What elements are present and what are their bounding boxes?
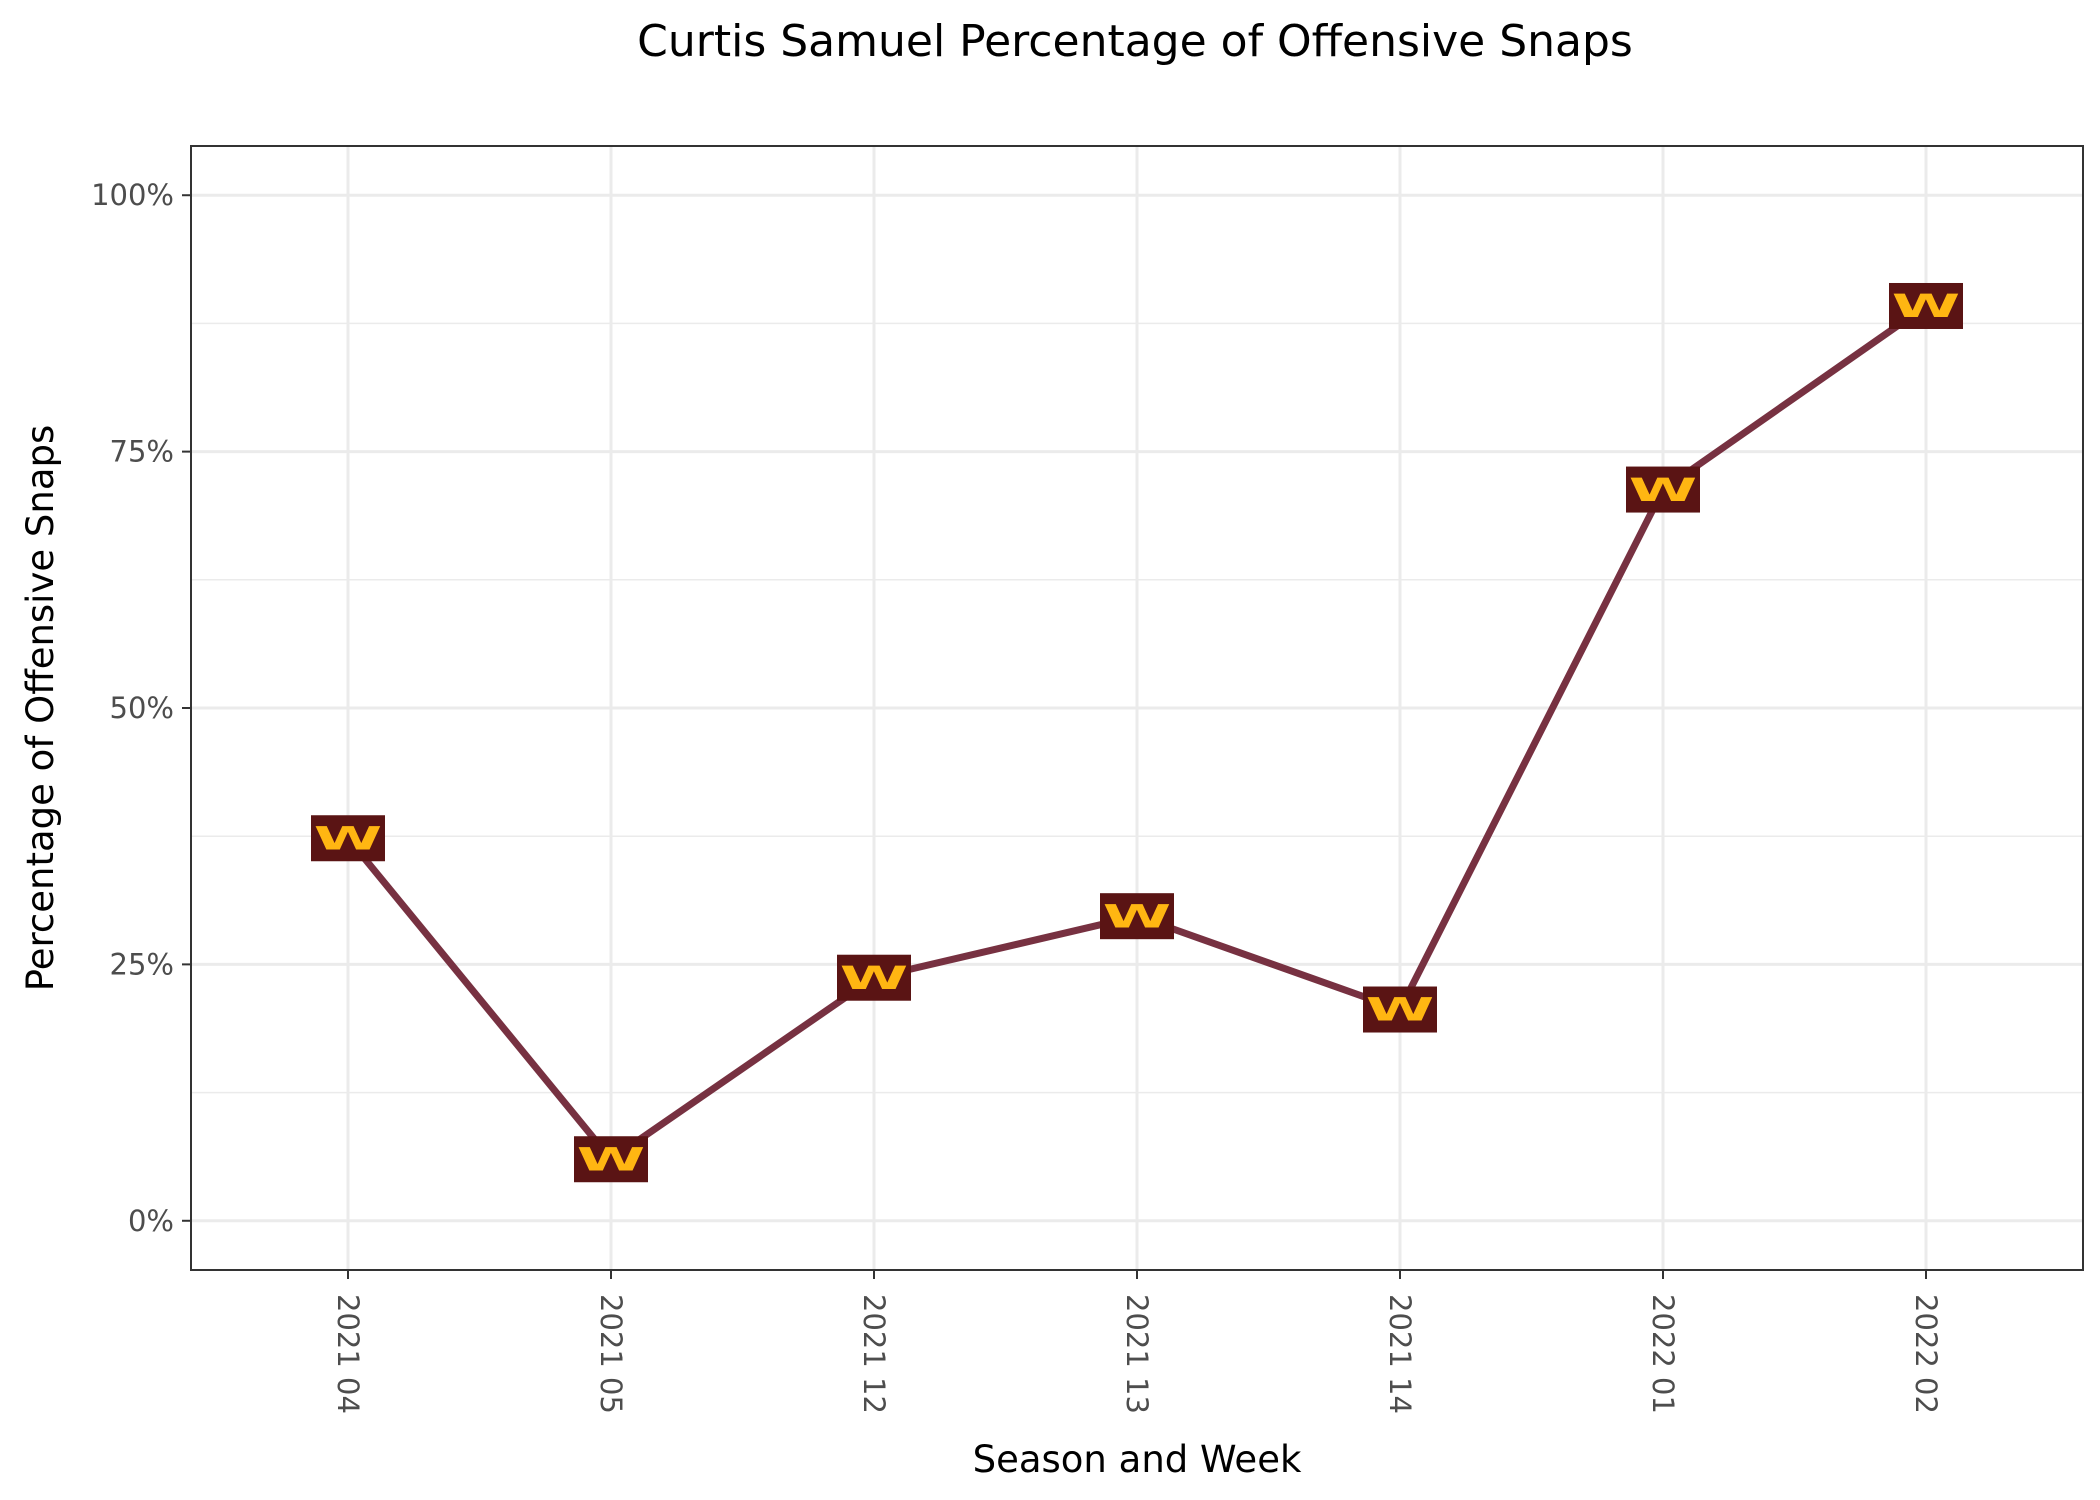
- data-point-marker: W: [1100, 893, 1174, 940]
- y-tick-label: 25%: [110, 947, 174, 981]
- data-point-marker: W: [837, 954, 911, 1001]
- washington-w-logo-icon: W: [577, 1141, 645, 1179]
- x-tick-label: 2021 14: [1383, 1294, 1417, 1414]
- washington-w-logo-icon: W: [314, 820, 382, 858]
- grid-lines: [191, 146, 2083, 1270]
- logo-background: [1100, 893, 1174, 940]
- x-tick-label: 2021 12: [857, 1294, 891, 1414]
- washington-w-logo-icon: W: [840, 959, 908, 997]
- y-tick-label: 100%: [91, 178, 174, 212]
- data-point-marker: W: [1363, 986, 1437, 1033]
- x-tick-label: 2021 05: [594, 1294, 628, 1414]
- chart-title: Curtis Samuel Percentage of Offensive Sn…: [637, 16, 1633, 67]
- x-tick-label: 2021 04: [331, 1294, 365, 1414]
- washington-w-logo-icon: W: [1629, 471, 1697, 509]
- data-point-marker: W: [1626, 466, 1700, 513]
- logo-background: [574, 1136, 648, 1183]
- washington-w-logo-icon: W: [1103, 898, 1171, 936]
- y-axis-ticks: 0% 25% 50% 75% 100%: [91, 178, 191, 1238]
- point-markers: W W W W W W W: [311, 282, 1963, 1183]
- x-tick-label: 2022 01: [1646, 1294, 1680, 1414]
- data-point-marker: W: [311, 815, 385, 862]
- logo-background: [1626, 466, 1700, 513]
- data-point-marker: W: [1889, 282, 1963, 329]
- logo-background: [1363, 986, 1437, 1033]
- y-tick-label: 75%: [110, 435, 174, 469]
- washington-w-logo-icon: W: [1892, 287, 1960, 325]
- logo-background: [311, 815, 385, 862]
- y-axis-title: Percentage of Offensive Snaps: [19, 425, 62, 992]
- x-tick-label: 2022 02: [1909, 1294, 1943, 1414]
- washington-w-logo-icon: W: [1366, 991, 1434, 1029]
- x-tick-label: 2021 13: [1120, 1294, 1154, 1414]
- logo-background: [837, 954, 911, 1001]
- logo-background: [1889, 282, 1963, 329]
- data-point-marker: W: [574, 1136, 648, 1183]
- panel-border: [190, 145, 2084, 1271]
- y-tick-label: 0%: [128, 1204, 174, 1238]
- y-tick-label: 50%: [110, 691, 174, 725]
- x-axis-ticks: 2021 04 2021 05 2021 12 2021 13 2021 14 2022 …: [331, 1270, 1943, 1414]
- x-axis-title: Season and Week: [973, 1438, 1302, 1481]
